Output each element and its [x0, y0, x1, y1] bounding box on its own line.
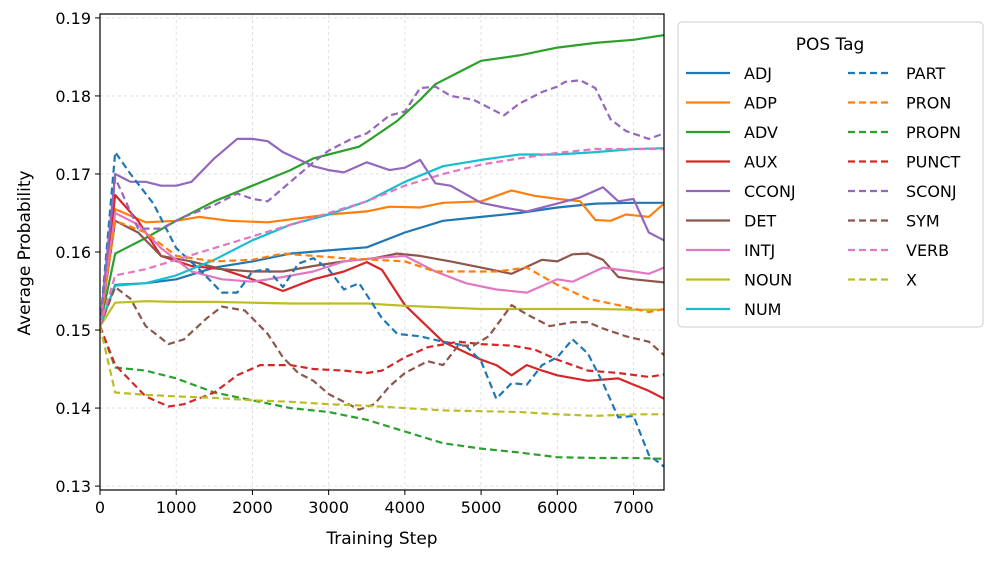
x-tick-label: 4000	[385, 498, 426, 517]
x-axis: 0 1000 2000 3000 4000 5000 6000 7000	[95, 490, 654, 517]
legend-label-sconj: SCONJ	[906, 182, 957, 201]
legend-label-intj: INTJ	[744, 241, 775, 260]
series-line-propn	[100, 325, 664, 460]
legend-label-sym: SYM	[906, 212, 940, 231]
series-line-adp	[100, 189, 664, 327]
legend-label-noun: NOUN	[744, 271, 792, 290]
y-tick-label: 0.15	[55, 321, 91, 340]
legend: POS Tag ADJ ADP ADV AUX CCONJ DET INTJ NOUN NUM P…	[677, 21, 984, 328]
series-layer	[100, 34, 664, 468]
y-tick-label: 0.14	[55, 399, 91, 418]
y-tick-label: 0.17	[55, 165, 91, 184]
x-tick-label: 1000	[156, 498, 197, 517]
legend-label-pron: PRON	[906, 94, 951, 113]
series-line-num	[100, 147, 664, 327]
x-tick-label: 7000	[613, 498, 654, 517]
y-tick-label: 0.13	[55, 477, 91, 496]
x-tick-label: 0	[95, 498, 105, 517]
legend-label-adp: ADP	[744, 94, 777, 113]
y-tick-label: 0.16	[55, 243, 91, 262]
legend-label-propn: PROPN	[906, 123, 961, 142]
series-line-noun	[100, 300, 664, 327]
series-line-aux	[100, 193, 664, 400]
legend-label-x: X	[906, 271, 917, 290]
legend-label-punct: PUNCT	[906, 153, 961, 172]
x-tick-label: 3000	[308, 498, 349, 517]
legend-label-verb: VERB	[906, 241, 949, 260]
series-line-sym	[100, 286, 664, 411]
series-line-adj	[100, 201, 664, 327]
legend-label-num: NUM	[744, 300, 781, 319]
y-axis: 0.13 0.14 0.15 0.16 0.17 0.18 0.19	[55, 9, 100, 496]
series-line-x	[100, 325, 664, 417]
series-line-verb	[100, 147, 664, 327]
legend-label-part: PART	[906, 64, 946, 83]
series-line-cconj	[100, 137, 664, 327]
x-tick-label: 5000	[461, 498, 502, 517]
legend-label-aux: AUX	[744, 153, 778, 172]
x-axis-title: Training Step	[325, 529, 437, 549]
series-line-det	[100, 219, 664, 327]
legend-label-cconj: CCONJ	[744, 182, 796, 201]
y-axis-title: Average Probability	[15, 170, 35, 335]
legend-label-adv: ADV	[744, 123, 778, 142]
series-line-sconj	[100, 79, 664, 327]
series-line-adv	[100, 34, 664, 327]
series-line-punct	[100, 325, 664, 408]
x-tick-label: 6000	[537, 498, 578, 517]
legend-label-adj: ADJ	[744, 64, 772, 83]
y-tick-label: 0.18	[55, 87, 91, 106]
x-tick-label: 2000	[232, 498, 273, 517]
legend-frame	[677, 21, 984, 328]
legend-entries: ADJ ADP ADV AUX CCONJ DET INTJ NOUN NUM PART PRON P…	[686, 64, 961, 319]
series-line-part	[100, 151, 664, 468]
legend-label-det: DET	[744, 212, 776, 231]
series-line-pron	[100, 219, 664, 327]
y-tick-label: 0.19	[55, 9, 91, 28]
grid	[99, 14, 664, 490]
legend-title: POS Tag	[796, 35, 865, 55]
